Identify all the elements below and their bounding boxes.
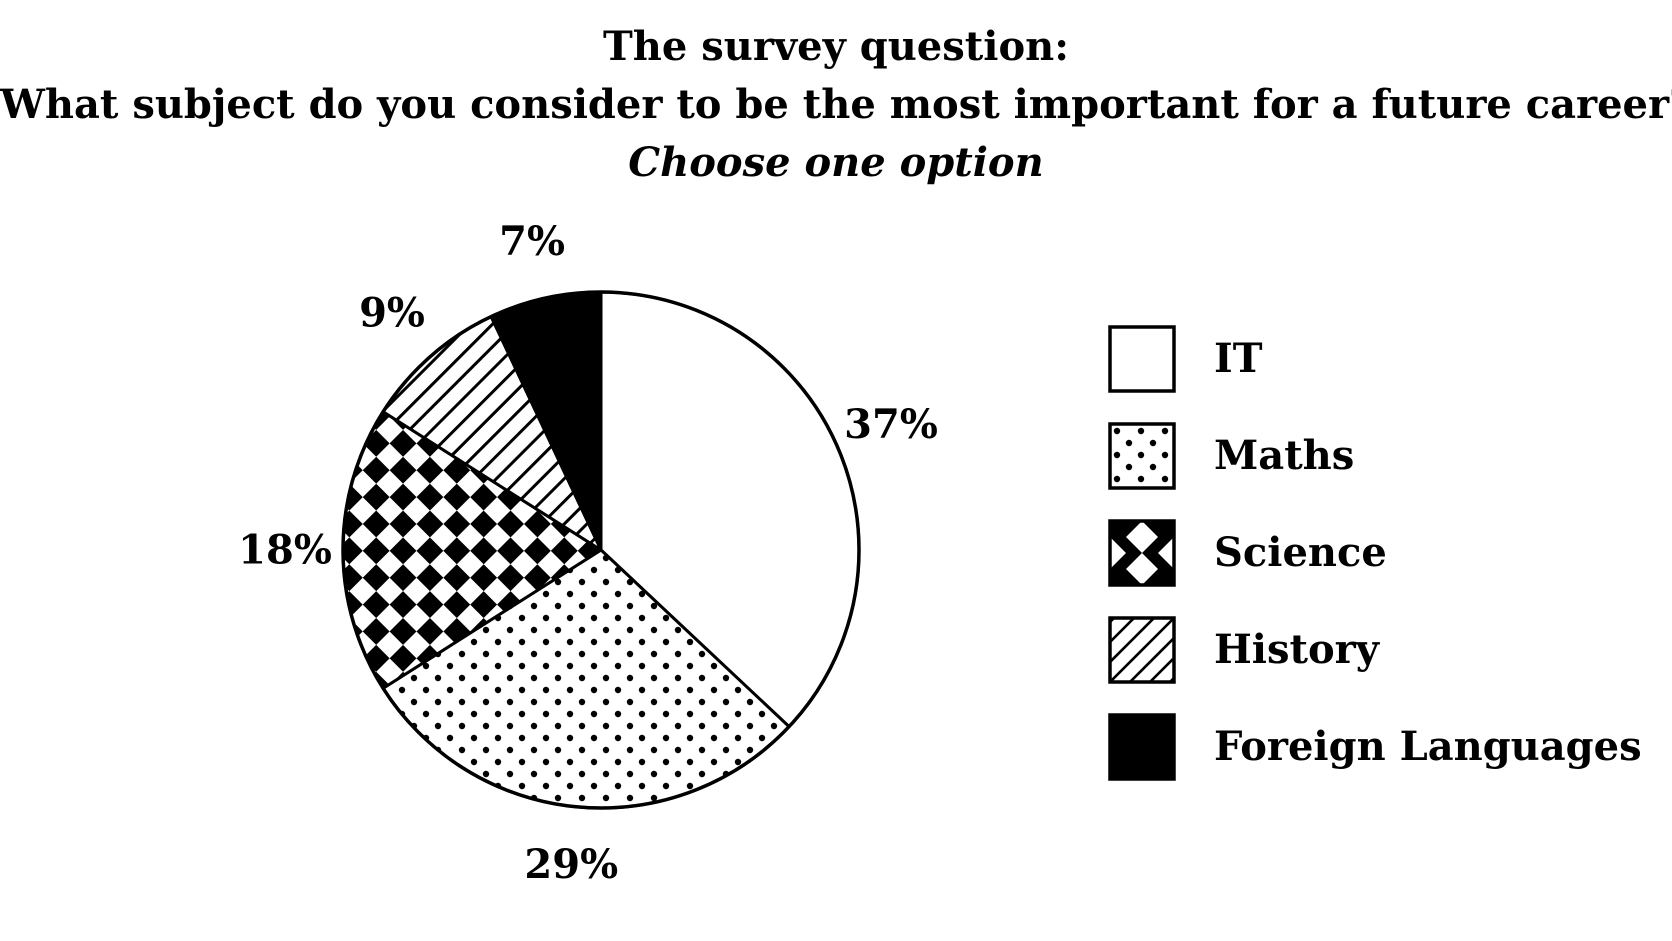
legend-item-maths: Maths — [1108, 422, 1628, 490]
chart-subtitle: Choose one option — [628, 139, 1044, 186]
legend-swatch-it — [1108, 325, 1176, 393]
pie-value-label-maths: 29% — [524, 841, 618, 888]
legend-item-it: IT — [1108, 325, 1628, 393]
pie-value-label-it: 37% — [844, 401, 938, 448]
chart-question: What subject do you consider to be the m… — [0, 81, 1672, 128]
legend-label-foreign-languages: Foreign Languages — [1214, 723, 1642, 770]
legend-label-science: Science — [1214, 529, 1387, 576]
legend-swatch-foreign-languages — [1108, 713, 1176, 781]
chart-title: The survey question: — [603, 23, 1069, 70]
pie-value-label-foreign-languages: 7% — [499, 218, 565, 265]
legend-label-maths: Maths — [1214, 432, 1355, 479]
pie-slices — [341, 290, 861, 810]
chart-title-block: The survey question: What subject do you… — [0, 18, 1672, 192]
legend-item-science: Science — [1108, 519, 1628, 587]
pie-value-label-history: 9% — [359, 289, 425, 336]
legend-label-it: IT — [1214, 335, 1263, 382]
legend-item-foreign-languages: Foreign Languages — [1108, 713, 1642, 781]
legend-label-history: History — [1214, 626, 1379, 673]
legend-item-history: History — [1108, 616, 1628, 684]
pie-value-label-science: 18% — [238, 527, 332, 574]
legend-swatch-science — [1108, 519, 1176, 587]
pie-outline — [341, 290, 861, 810]
pie-value-labels: 37% 29% 18% 9% 7% — [238, 218, 938, 888]
legend-swatch-history — [1108, 616, 1176, 684]
legend-swatch-maths — [1108, 422, 1176, 490]
